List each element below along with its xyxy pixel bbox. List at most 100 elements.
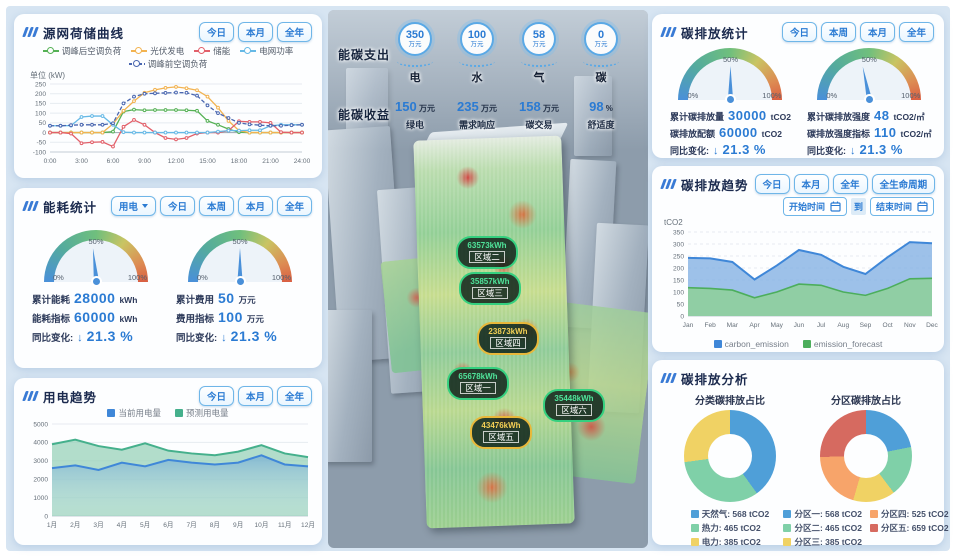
carbon-range-button-2[interactable]: 本周: [820, 22, 856, 42]
legend-label: 调峰前空调负荷: [147, 59, 208, 69]
energy-gauge-cost: 0% 50% 100% 累计费用 50 万元 费用指标 100 万元 同比变化: ↓ 21.3 %: [168, 226, 312, 347]
legend-square-icon: [690, 524, 699, 532]
panel-title-icon: [660, 27, 677, 37]
legend-label: 分区二: 465 tCO2: [794, 523, 862, 533]
gauge: 0% 50% 100%: [678, 48, 783, 103]
curve-range-button-2[interactable]: 本月: [237, 22, 273, 42]
stat-label: 碳排放配额: [670, 129, 716, 139]
svg-text:-100: -100: [33, 149, 47, 156]
svg-text:1000: 1000: [33, 495, 48, 502]
energy-range-button-4[interactable]: 全年: [276, 196, 312, 216]
trend-range-button-1[interactable]: 今日: [754, 174, 790, 194]
stat-value: 100: [218, 309, 243, 325]
stat-unit: 万元: [246, 314, 264, 324]
svg-text:250: 250: [35, 81, 46, 88]
donut-legend-item[interactable]: 电力: 385 tCO2: [690, 536, 770, 548]
start-date-picker[interactable]: 开始时间: [782, 196, 847, 216]
legend-label: 电力: 385 tCO2: [701, 537, 761, 547]
svg-text:9月: 9月: [233, 521, 243, 529]
stat-label: 碳排放强度指标: [806, 129, 870, 139]
legend-label: 当前用电量: [118, 408, 161, 418]
legend-item[interactable]: 光伏发电: [131, 45, 184, 57]
donut-legend-item[interactable]: 分区三: 385 tCO2: [783, 536, 862, 548]
gauge-scale-label: 100%: [762, 91, 782, 100]
donut-legend-item[interactable]: 分区五: 659 tCO2: [870, 522, 949, 534]
expense-unit: 万元: [532, 40, 546, 48]
energy-range-button-2[interactable]: 本周: [198, 196, 234, 216]
stat-label: 累计费用: [176, 295, 215, 306]
donut-legend-item[interactable]: 分区一: 568 tCO2: [783, 508, 862, 520]
zone-name: 区域三: [472, 287, 508, 300]
curve-range-button-3[interactable]: 全年: [276, 22, 312, 42]
carbon-range-buttons: 今日 本周 本月 全年: [781, 22, 934, 42]
carbon-range-button-4[interactable]: 全年: [898, 22, 934, 42]
power-range-button-2[interactable]: 本月: [237, 386, 273, 406]
svg-text:0:00: 0:00: [44, 158, 57, 165]
svg-text:5月: 5月: [140, 521, 150, 529]
panel-title-icon: [660, 179, 677, 189]
dotted-arc-icon: [459, 56, 495, 67]
y-axis-unit-label: tCO2: [664, 218, 683, 227]
end-date-picker[interactable]: 结束时间: [869, 196, 934, 216]
legend-item[interactable]: 电网功率: [240, 45, 293, 57]
legend-item[interactable]: 调峰后空调负荷: [42, 45, 121, 57]
legend-circle: [244, 47, 252, 54]
donut-legend-item[interactable]: 分区二: 465 tCO2: [783, 522, 862, 534]
trend-range-button-3[interactable]: 全年: [832, 174, 868, 194]
carbon-range-button-3[interactable]: 本月: [859, 22, 895, 42]
carbon-range-button-1[interactable]: 今日: [781, 22, 817, 42]
legend-label: 光伏发电: [150, 46, 185, 56]
income-name: 碳交易: [525, 120, 553, 130]
svg-text:50: 50: [39, 120, 47, 127]
svg-text:1月: 1月: [47, 521, 57, 529]
svg-text:200: 200: [673, 265, 684, 272]
trend-range-button-4[interactable]: 全生命周期: [871, 174, 936, 194]
svg-text:0: 0: [42, 130, 46, 137]
legend-item[interactable]: emission_forecast: [802, 339, 882, 349]
legend-item[interactable]: 预测用电量: [175, 407, 229, 419]
expense-value: 350: [405, 28, 425, 41]
stat-unit: tCO2/㎡: [900, 129, 932, 139]
power-range-button-3[interactable]: 全年: [276, 386, 312, 406]
energy-type-dropdown[interactable]: 用电: [110, 196, 156, 216]
svg-text:8月: 8月: [210, 521, 220, 529]
stat-label: 同比变化:: [32, 333, 74, 344]
donut-legend-item[interactable]: 热力: 465 tCO2: [690, 522, 770, 534]
expense-value: 0: [597, 28, 605, 41]
legend-marker-icon: [240, 47, 257, 55]
expense-value: 58: [532, 28, 546, 41]
legend-item[interactable]: carbon_emission: [713, 339, 789, 349]
header-controls: 今日 本月 全年: [198, 386, 312, 406]
gauge: 0% 50% 100%: [817, 48, 922, 103]
svg-text:Nov: Nov: [904, 322, 916, 329]
legend-item[interactable]: 储能: [194, 45, 230, 57]
income-value: 158: [519, 99, 541, 114]
panel-power-trend: 用电趋势 今日 本月 全年 当前用电量 预测用电量 0 1000 2000 3000 4000…: [14, 378, 322, 545]
legend-square-icon: [783, 524, 792, 532]
panel-carbon-trend: 碳排放趋势 今日 本月 全年 全生命周期 开始时间 到 结束时间 tCO2 0 50 10…: [652, 166, 944, 352]
panel-title-icon: [22, 27, 39, 37]
stat-row: 累计碳排放强度 48 tCO2/㎡: [807, 108, 932, 123]
zone-value: 63573kWh: [467, 240, 507, 250]
svg-text:Jun: Jun: [794, 322, 805, 329]
gauge-needle: [727, 66, 734, 100]
power-range-button-1[interactable]: 今日: [198, 386, 234, 406]
curve-legend: 调峰后空调负荷 光伏发电 储能 电网功率调峰前空调负荷: [24, 45, 312, 70]
legend-label: 分区一: 568 tCO2: [794, 509, 862, 519]
stat-label: 同比变化:: [806, 146, 846, 156]
gauge-stats: 累计碳排放量 30000 tCO2 碳排放配额 60000 tCO2 同比变化: ↓ 21.3 …: [670, 108, 791, 157]
panel-carbon-analysis: 碳排放分析 分类碳排放占比 天然气: 568 tCO2 热力: 465 tCO2 电…: [652, 360, 949, 548]
panel-title: 源网荷储曲线: [43, 26, 125, 41]
trend-range-button-2[interactable]: 本月: [793, 174, 829, 194]
legend-label: 分区五: 659 tCO2: [881, 523, 949, 533]
energy-range-button-3[interactable]: 本月: [237, 196, 273, 216]
legend-item[interactable]: 调峰前空调负荷: [128, 58, 208, 70]
donut-legend-item[interactable]: 分区四: 525 tCO2: [870, 508, 949, 520]
legend-square-icon: [713, 340, 722, 348]
legend-marker-icon: [194, 47, 211, 55]
energy-range-button-1[interactable]: 今日: [159, 196, 195, 216]
svg-text:300: 300: [673, 241, 684, 248]
legend-item[interactable]: 当前用电量: [107, 407, 161, 419]
curve-range-button-1[interactable]: 今日: [198, 22, 234, 42]
donut-legend-item[interactable]: 天然气: 568 tCO2: [690, 508, 769, 520]
